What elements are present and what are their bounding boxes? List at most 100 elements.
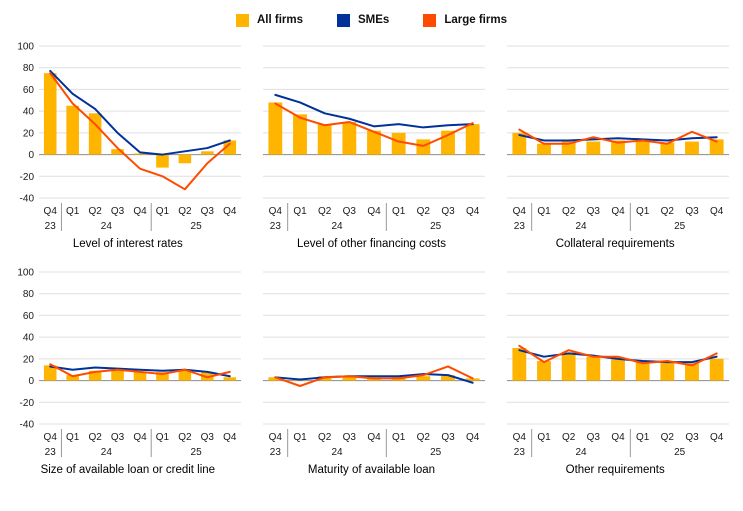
svg-text:-20: -20: [20, 172, 35, 183]
chart-panel: -40 -20 0 20 40 60 80 100 Q4 Q1 Q2 Q3 Q4 Q1 Q2 Q3 Q4 23 24…: [8, 264, 248, 478]
svg-text:25: 25: [674, 221, 686, 232]
svg-text:Q3: Q3: [201, 432, 215, 443]
svg-text:Q3: Q3: [586, 206, 600, 217]
svg-text:Q2: Q2: [660, 432, 674, 443]
svg-text:0: 0: [29, 150, 35, 161]
svg-text:Q3: Q3: [441, 432, 455, 443]
svg-text:23: 23: [270, 447, 282, 458]
svg-text:Q1: Q1: [537, 432, 551, 443]
svg-text:60: 60: [23, 85, 35, 96]
svg-text:-40: -40: [20, 194, 35, 205]
svg-text:Q3: Q3: [201, 206, 215, 217]
svg-text:60: 60: [23, 311, 35, 322]
panel-plot-size-of-loan: -40 -20 0 20 40 60 80 100 Q4 Q1 Q2 Q3 Q4 Q1 Q2 Q3 Q4 23 24…: [18, 268, 242, 458]
svg-text:25: 25: [191, 447, 203, 458]
svg-text:Q3: Q3: [343, 432, 357, 443]
svg-text:23: 23: [45, 447, 57, 458]
svg-text:20: 20: [23, 128, 35, 139]
svg-text:80: 80: [23, 289, 35, 300]
svg-text:23: 23: [513, 221, 525, 232]
svg-text:Q2: Q2: [660, 206, 674, 217]
svg-text:25: 25: [430, 447, 442, 458]
svg-text:Q2: Q2: [562, 432, 576, 443]
chart-legend: All firms SMEs Large firms: [8, 8, 735, 32]
large-firms-swatch-icon: [423, 13, 437, 27]
svg-text:Q4: Q4: [134, 432, 148, 443]
svg-text:23: 23: [513, 447, 525, 458]
svg-text:Q4: Q4: [223, 206, 237, 217]
svg-text:Q4: Q4: [269, 206, 283, 217]
all-firms-swatch-icon: [236, 13, 249, 27]
svg-text:Q1: Q1: [66, 432, 80, 443]
legend-label: Large firms: [444, 14, 507, 26]
svg-text:Q4: Q4: [611, 206, 625, 217]
chart-panel: Q4 Q1 Q2 Q3 Q4 Q1 Q2 Q3 Q4 23 24 25 Maturity of ava…: [252, 264, 492, 478]
chart-panel: -40 -20 0 20 40 60 80 100 Q4 Q1 Q2 Q3 Q4 Q1 Q2 Q3 Q4 23 24…: [8, 38, 248, 252]
legend-label: SMEs: [358, 14, 390, 26]
panel-title: Other requirements: [565, 464, 665, 476]
svg-text:Q2: Q2: [89, 206, 103, 217]
svg-text:Q3: Q3: [441, 206, 455, 217]
panel-title: Size of available loan or credit line: [40, 464, 216, 476]
svg-text:Q1: Q1: [537, 206, 551, 217]
svg-text:25: 25: [191, 221, 203, 232]
legend-item-all-firms: All firms: [236, 13, 304, 27]
svg-text:25: 25: [674, 447, 686, 458]
svg-text:Q4: Q4: [223, 432, 237, 443]
svg-text:Q3: Q3: [111, 432, 125, 443]
panel-title: Collateral requirements: [555, 238, 675, 250]
panel-plot-maturity-of-loan: Q4 Q1 Q2 Q3 Q4 Q1 Q2 Q3 Q4 23 24 25: [262, 271, 485, 458]
panel-plot-other-requirements: Q4 Q1 Q2 Q3 Q4 Q1 Q2 Q3 Q4 23 24 25: [506, 271, 729, 458]
svg-text:25: 25: [430, 221, 442, 232]
chart-panel: Q4 Q1 Q2 Q3 Q4 Q1 Q2 Q3 Q4 23 24 25 Collateral requ…: [495, 38, 735, 252]
svg-text:Q2: Q2: [89, 432, 103, 443]
svg-text:Q2: Q2: [417, 432, 431, 443]
svg-text:Q4: Q4: [269, 432, 283, 443]
svg-text:Q4: Q4: [44, 432, 58, 443]
panel-title: Level of other financing costs: [297, 238, 446, 250]
svg-text:Q2: Q2: [562, 206, 576, 217]
svg-text:Q4: Q4: [611, 432, 625, 443]
svg-text:Q4: Q4: [710, 432, 724, 443]
panel-plot-interest-rates: -40 -20 0 20 40 60 80 100 Q4 Q1 Q2 Q3 Q4 Q1 Q2 Q3 Q4 23 24…: [18, 42, 242, 232]
smes-swatch-icon: [337, 13, 351, 27]
svg-text:Q2: Q2: [179, 206, 193, 217]
panel-title: Level of interest rates: [72, 238, 183, 250]
svg-text:24: 24: [331, 447, 343, 458]
legend-item-large-firms: Large firms: [423, 13, 507, 27]
svg-text:Q3: Q3: [111, 206, 125, 217]
svg-text:Q4: Q4: [134, 206, 148, 217]
svg-text:Q1: Q1: [392, 206, 406, 217]
svg-text:Q2: Q2: [417, 206, 431, 217]
panel-plot-collateral-requirements: Q4 Q1 Q2 Q3 Q4 Q1 Q2 Q3 Q4 23 24 25: [506, 45, 729, 232]
svg-text:Q1: Q1: [636, 206, 650, 217]
svg-text:Q3: Q3: [685, 432, 699, 443]
svg-text:Q4: Q4: [512, 432, 526, 443]
panel-plot-other-financing-costs: Q4 Q1 Q2 Q3 Q4 Q1 Q2 Q3 Q4 23 24 25: [262, 45, 485, 232]
svg-text:24: 24: [101, 447, 113, 458]
svg-text:100: 100: [18, 42, 35, 53]
svg-text:Q4: Q4: [466, 206, 480, 217]
svg-text:0: 0: [29, 376, 35, 387]
panel-title: Maturity of available loan: [307, 464, 436, 476]
svg-text:Q4: Q4: [512, 206, 526, 217]
chart-grid: -40 -20 0 20 40 60 80 100 Q4 Q1 Q2 Q3 Q4 Q1 Q2 Q3 Q4 23 24…: [8, 38, 735, 478]
svg-text:20: 20: [23, 354, 35, 365]
chart-panel: Q4 Q1 Q2 Q3 Q4 Q1 Q2 Q3 Q4 23 24 25 Level of other …: [252, 38, 492, 252]
svg-text:23: 23: [270, 221, 282, 232]
svg-text:40: 40: [23, 107, 35, 118]
svg-text:Q1: Q1: [156, 206, 170, 217]
svg-text:24: 24: [575, 447, 587, 458]
svg-text:24: 24: [331, 221, 343, 232]
svg-text:24: 24: [575, 221, 587, 232]
legend-item-smes: SMEs: [337, 13, 390, 27]
svg-text:Q2: Q2: [318, 432, 332, 443]
svg-text:Q1: Q1: [636, 432, 650, 443]
legend-label: All firms: [257, 14, 304, 26]
svg-text:100: 100: [18, 268, 35, 279]
svg-text:23: 23: [45, 221, 57, 232]
svg-text:Q1: Q1: [293, 432, 307, 443]
svg-text:Q1: Q1: [156, 432, 170, 443]
svg-text:Q1: Q1: [392, 432, 406, 443]
